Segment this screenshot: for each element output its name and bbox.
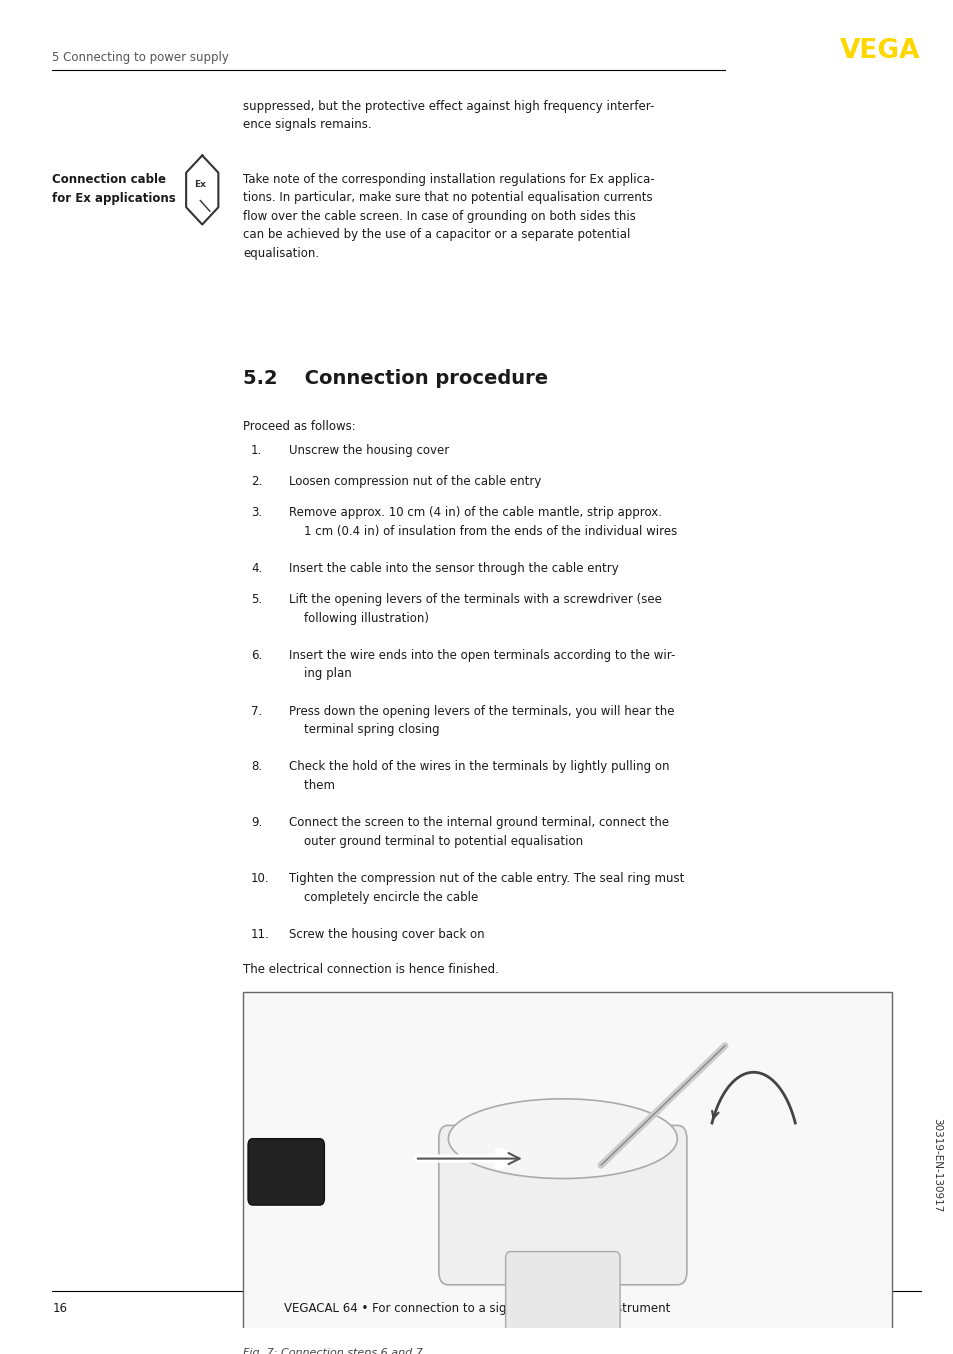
Text: 5.2    Connection procedure: 5.2 Connection procedure: [243, 370, 548, 389]
FancyBboxPatch shape: [243, 992, 891, 1338]
Text: Unscrew the housing cover: Unscrew the housing cover: [289, 444, 449, 456]
FancyBboxPatch shape: [505, 1251, 619, 1354]
Text: 10.: 10.: [251, 872, 270, 886]
Text: Connect the screen to the internal ground terminal, connect the
    outer ground: Connect the screen to the internal groun…: [289, 816, 668, 848]
Text: 5 Connecting to power supply: 5 Connecting to power supply: [52, 50, 229, 64]
Text: 4.: 4.: [251, 562, 262, 575]
Text: Fig. 7: Connection steps 6 and 7: Fig. 7: Connection steps 6 and 7: [243, 1349, 423, 1354]
Text: Insert the cable into the sensor through the cable entry: Insert the cable into the sensor through…: [289, 562, 618, 575]
Text: Lift the opening levers of the terminals with a screwdriver (see
    following i: Lift the opening levers of the terminals…: [289, 593, 661, 624]
Text: Take note of the corresponding installation regulations for Ex applica-
tions. I: Take note of the corresponding installat…: [243, 173, 654, 260]
Text: Press down the opening levers of the terminals, you will hear the
    terminal s: Press down the opening levers of the ter…: [289, 704, 674, 737]
Text: 1.: 1.: [251, 444, 262, 456]
Text: 6.: 6.: [251, 649, 262, 662]
Text: Tighten the compression nut of the cable entry. The seal ring must
    completel: Tighten the compression nut of the cable…: [289, 872, 683, 903]
Text: Connection cable
for Ex applications: Connection cable for Ex applications: [52, 173, 176, 204]
Text: 5.: 5.: [251, 593, 262, 607]
Text: The electrical connection is hence finished.: The electrical connection is hence finis…: [243, 963, 498, 976]
Text: Loosen compression nut of the cable entry: Loosen compression nut of the cable entr…: [289, 475, 541, 487]
Text: 7.: 7.: [251, 704, 262, 718]
Text: 8.: 8.: [251, 761, 262, 773]
Text: VEGA: VEGA: [840, 38, 920, 64]
FancyBboxPatch shape: [248, 1139, 324, 1205]
Text: 16: 16: [52, 1301, 68, 1315]
Text: Proceed as follows:: Proceed as follows:: [243, 420, 355, 433]
Text: VEGACAL 64 • For connection to a signal conditioning instrument: VEGACAL 64 • For connection to a signal …: [283, 1301, 670, 1315]
Text: Check the hold of the wires in the terminals by lightly pulling on
    them: Check the hold of the wires in the termi…: [289, 761, 669, 792]
Text: 3.: 3.: [251, 506, 262, 519]
Text: 2.: 2.: [251, 475, 262, 487]
Text: Ex: Ex: [194, 180, 206, 190]
Text: 9.: 9.: [251, 816, 262, 829]
Ellipse shape: [448, 1099, 677, 1178]
Text: 30319-EN-130917: 30319-EN-130917: [931, 1118, 941, 1212]
Text: Screw the housing cover back on: Screw the housing cover back on: [289, 927, 484, 941]
Text: suppressed, but the protective effect against high frequency interfer-
ence sign: suppressed, but the protective effect ag…: [243, 100, 654, 131]
Text: Insert the wire ends into the open terminals according to the wir-
    ing plan: Insert the wire ends into the open termi…: [289, 649, 675, 681]
Text: 11.: 11.: [251, 927, 270, 941]
FancyBboxPatch shape: [438, 1125, 686, 1285]
Text: Remove approx. 10 cm (4 in) of the cable mantle, strip approx.
    1 cm (0.4 in): Remove approx. 10 cm (4 in) of the cable…: [289, 506, 677, 538]
